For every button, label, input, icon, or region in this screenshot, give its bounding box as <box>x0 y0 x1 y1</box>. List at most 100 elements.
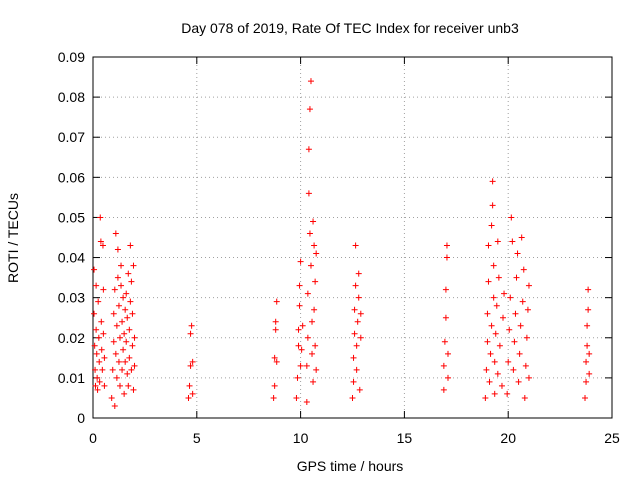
y-tick-label: 0.03 <box>58 290 85 306</box>
data-point <box>313 250 320 257</box>
data-point <box>493 302 500 309</box>
y-tick-label: 0.01 <box>58 370 85 386</box>
data-point <box>303 398 310 405</box>
y-axis-label: ROTI / TECUs <box>5 193 21 283</box>
y-tick-label: 0.05 <box>58 209 85 225</box>
data-point <box>483 366 490 373</box>
data-point <box>131 334 138 341</box>
data-point <box>585 286 592 293</box>
data-point <box>109 366 116 373</box>
chart-title: Day 078 of 2019, Rate Of TEC Index for r… <box>181 20 519 36</box>
data-point <box>95 334 102 341</box>
data-point <box>305 146 312 153</box>
data-point <box>307 78 314 85</box>
data-point <box>94 386 101 393</box>
y-tick-label: 0.08 <box>58 89 85 105</box>
data-point <box>295 326 302 333</box>
data-point <box>312 278 319 285</box>
data-point <box>128 278 135 285</box>
data-point <box>496 342 503 349</box>
data-point <box>98 346 105 353</box>
data-point <box>110 338 117 345</box>
data-point <box>119 366 126 373</box>
data-point <box>120 346 127 353</box>
data-point <box>517 322 524 329</box>
data-point <box>518 234 525 241</box>
data-point <box>309 350 316 357</box>
data-point <box>122 358 129 365</box>
plot-frame <box>92 56 613 419</box>
data-point <box>272 326 279 333</box>
data-layer <box>91 78 593 409</box>
data-point <box>131 362 138 369</box>
data-point <box>355 294 362 301</box>
data-point <box>444 350 451 357</box>
data-point <box>509 238 516 245</box>
data-point <box>189 358 196 365</box>
data-point <box>442 286 449 293</box>
data-point <box>122 306 129 313</box>
data-point <box>97 214 104 221</box>
data-point <box>515 378 522 385</box>
tick-layer: 0 0.01 0.02 0.03 0.04 0.05 0.06 0.07 0.08 0.09 0 5 1… <box>58 49 620 446</box>
data-point <box>492 330 499 337</box>
data-point <box>494 238 501 245</box>
x-tick-label: 0 <box>89 430 97 446</box>
data-point <box>311 306 318 313</box>
data-point <box>495 274 502 281</box>
data-point <box>118 262 125 269</box>
data-point <box>113 374 120 381</box>
data-point <box>522 362 529 369</box>
y-tick-label: 0.09 <box>58 49 85 65</box>
data-point <box>352 282 359 289</box>
data-point <box>303 362 310 369</box>
data-point <box>296 282 303 289</box>
y-tick-label: 0.02 <box>58 330 85 346</box>
data-point <box>293 394 300 401</box>
data-point <box>311 242 318 249</box>
data-point <box>116 334 123 341</box>
data-point <box>130 262 137 269</box>
data-point <box>99 366 106 373</box>
data-point <box>126 326 133 333</box>
data-point <box>91 342 98 349</box>
data-point <box>356 386 363 393</box>
data-point <box>295 342 302 349</box>
data-point <box>519 298 526 305</box>
data-point <box>92 366 99 373</box>
data-point <box>525 282 532 289</box>
data-point <box>307 262 314 269</box>
data-point <box>124 314 131 321</box>
data-point <box>305 190 312 197</box>
data-point <box>118 282 125 289</box>
data-point <box>508 214 515 221</box>
data-point <box>524 306 531 313</box>
y-tick-label: 0 <box>77 410 85 426</box>
data-point <box>501 290 508 297</box>
data-point <box>91 310 98 317</box>
data-point <box>123 338 130 345</box>
data-point <box>485 242 492 249</box>
data-point <box>115 302 122 309</box>
data-point <box>91 266 98 273</box>
y-tick-label: 0.04 <box>58 250 85 266</box>
data-point <box>351 306 358 313</box>
data-point <box>353 366 360 373</box>
data-point <box>116 382 123 389</box>
data-point <box>486 378 493 385</box>
data-point <box>108 394 115 401</box>
data-point <box>525 374 532 381</box>
data-point <box>441 338 448 345</box>
data-point <box>128 366 135 373</box>
data-point <box>490 294 497 301</box>
data-point <box>351 330 358 337</box>
data-point <box>188 322 195 329</box>
data-point <box>516 350 523 357</box>
y-tick-label: 0.07 <box>58 129 85 145</box>
data-point <box>270 394 277 401</box>
data-point <box>297 258 304 265</box>
data-point <box>584 342 591 349</box>
data-point <box>94 374 101 381</box>
data-point <box>114 246 121 253</box>
data-point <box>350 354 357 361</box>
